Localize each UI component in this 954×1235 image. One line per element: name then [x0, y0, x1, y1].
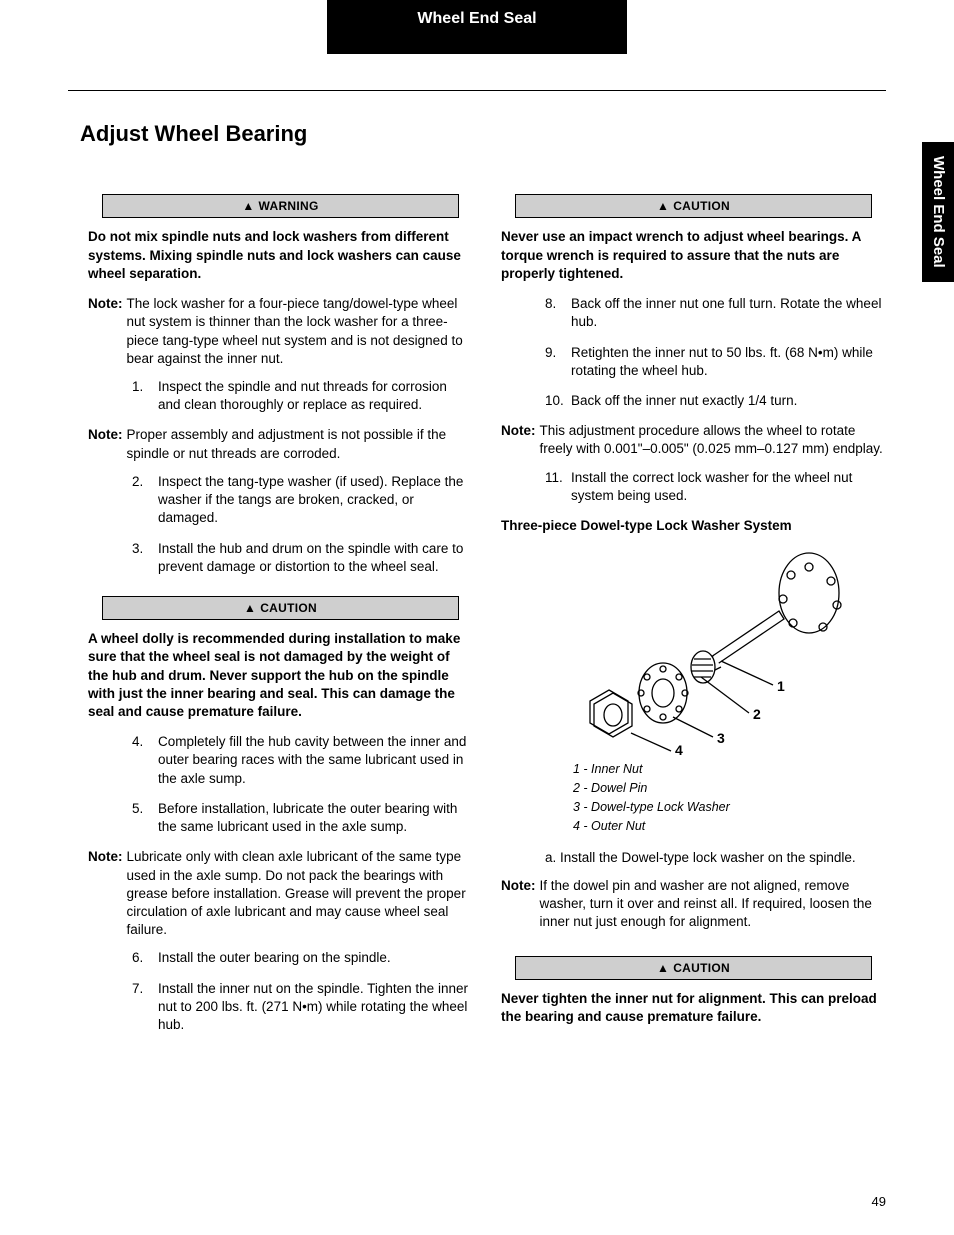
section-title: Adjust Wheel Bearing	[80, 119, 886, 149]
steps-2-3: 2.Inspect the tang-type washer (if used)…	[88, 473, 473, 576]
step-3: 3.Install the hub and drum on the spindl…	[88, 540, 473, 576]
diagram-legend: 1 - Inner Nut 2 - Dowel Pin 3 - Dowel-ty…	[573, 761, 886, 835]
step-num: 11.	[545, 469, 571, 505]
step-a-text: a. Install the Dowel-type lock washer on…	[545, 850, 856, 865]
diagram-svg: 1 2 3 4	[561, 545, 861, 755]
caution-icon: ▲	[244, 600, 256, 616]
caution-banner-left: ▲ CAUTION	[102, 596, 459, 620]
page-content: Adjust Wheel Bearing ▲ WARNING Do not mix…	[0, 91, 954, 1047]
legend-1: 1 - Inner Nut	[573, 761, 886, 778]
step-7-text: Install the inner nut on the spindle. Ti…	[158, 980, 473, 1035]
warning-label: WARNING	[259, 199, 319, 213]
side-tab-label: Wheel End Seal	[930, 156, 947, 268]
warning-text: Do not mix spindle nuts and lock washers…	[88, 228, 473, 283]
step-11-text: Install the correct lock washer for the …	[571, 469, 886, 505]
step-num: 2.	[132, 473, 158, 528]
step-10: 10.Back off the inner nut exactly 1/4 tu…	[501, 392, 886, 410]
note-3: Note: Lubricate only with clean axle lub…	[88, 848, 473, 939]
step-num: 9.	[545, 344, 571, 380]
steps-6-7: 6.Install the outer bearing on the spind…	[88, 949, 473, 1034]
caution-icon: ▲	[657, 960, 669, 976]
diagram-label-3: 3	[717, 730, 725, 746]
legend-2: 2 - Dowel Pin	[573, 780, 886, 797]
caution1-text: Never use an impact wrench to adjust whe…	[501, 228, 886, 283]
step-6-text: Install the outer bearing on the spindle…	[158, 949, 473, 967]
step-4: 4.Completely fill the hub cavity between…	[88, 733, 473, 788]
step-2-text: Inspect the tang-type washer (if used). …	[158, 473, 473, 528]
page-number: 49	[872, 1193, 886, 1211]
note-2-body: Proper assembly and adjustment is not po…	[127, 426, 474, 462]
caution-icon: ▲	[657, 198, 669, 214]
step-num: 8.	[545, 295, 571, 331]
step-4-text: Completely fill the hub cavity between t…	[158, 733, 473, 788]
step-num: 4.	[132, 733, 158, 788]
note-1-body: The lock washer for a four-piece tang/do…	[127, 295, 474, 368]
step-a: a. Install the Dowel-type lock washer on…	[545, 849, 886, 867]
note-label: Note:	[88, 848, 123, 939]
step-1: 1.Inspect the spindle and nut threads fo…	[88, 378, 473, 414]
diagram-label-2: 2	[753, 706, 761, 722]
step-7: 7.Install the inner nut on the spindle. …	[88, 980, 473, 1035]
caution-banner-right-1: ▲ CAUTION	[515, 194, 872, 218]
diagram-label-4: 4	[675, 742, 683, 755]
note-2: Note: Proper assembly and adjustment is …	[88, 426, 473, 462]
note-5: Note: If the dowel pin and washer are no…	[501, 877, 886, 932]
steps-4-5: 4.Completely fill the hub cavity between…	[88, 733, 473, 836]
caution-banner-right-2: ▲ CAUTION	[515, 956, 872, 980]
caution2-text: Never tighten the inner nut for alignmen…	[501, 990, 886, 1026]
caution-label: CAUTION	[673, 199, 730, 213]
lock-washer-diagram: 1 2 3 4	[561, 545, 861, 755]
note-label: Note:	[501, 422, 536, 458]
header-title: Wheel End Seal	[417, 10, 536, 27]
step-8: 8.Back off the inner nut one full turn. …	[501, 295, 886, 331]
step-11-item: 11.Install the correct lock washer for t…	[501, 469, 886, 505]
step-num: 10.	[545, 392, 571, 410]
caution-label: CAUTION	[260, 601, 317, 615]
note-4: Note: This adjustment procedure allows t…	[501, 422, 886, 458]
left-column: ▲ WARNING Do not mix spindle nuts and loc…	[88, 186, 473, 1046]
legend-4: 4 - Outer Nut	[573, 818, 886, 835]
legend-3: 3 - Dowel-type Lock Washer	[573, 799, 886, 816]
steps-8-10: 8.Back off the inner nut one full turn. …	[501, 295, 886, 410]
step-5: 5.Before installation, lubricate the out…	[88, 800, 473, 836]
caution-text-left: A wheel dolly is recommended during inst…	[88, 630, 473, 721]
step-1-text: Inspect the spindle and nut threads for …	[158, 378, 473, 414]
subheading: Three-piece Dowel-type Lock Washer Syste…	[501, 517, 886, 535]
right-column: ▲ CAUTION Never use an impact wrench to a…	[501, 186, 886, 1046]
steps-1: 1.Inspect the spindle and nut threads fo…	[88, 378, 473, 414]
step-9-text: Retighten the inner nut to 50 lbs. ft. (…	[571, 344, 886, 380]
step-8-text: Back off the inner nut one full turn. Ro…	[571, 295, 886, 331]
step-3-text: Install the hub and drum on the spindle …	[158, 540, 473, 576]
step-num: 5.	[132, 800, 158, 836]
note-label: Note:	[88, 426, 123, 462]
step-num: 1.	[132, 378, 158, 414]
columns: ▲ WARNING Do not mix spindle nuts and loc…	[88, 186, 886, 1046]
step-num: 7.	[132, 980, 158, 1035]
note-3-body: Lubricate only with clean axle lubricant…	[127, 848, 474, 939]
step-num: 6.	[132, 949, 158, 967]
note-label: Note:	[88, 295, 123, 368]
note-4-body: This adjustment procedure allows the whe…	[540, 422, 887, 458]
step-10-text: Back off the inner nut exactly 1/4 turn.	[571, 392, 886, 410]
caution-label: CAUTION	[673, 961, 730, 975]
note-label: Note:	[501, 877, 536, 932]
warning-banner: ▲ WARNING	[102, 194, 459, 218]
note-1: Note: The lock washer for a four-piece t…	[88, 295, 473, 368]
step-num: 3.	[132, 540, 158, 576]
header-band: Wheel End Seal	[327, 0, 627, 54]
diagram-label-1: 1	[777, 678, 785, 694]
step-2: 2.Inspect the tang-type washer (if used)…	[88, 473, 473, 528]
note-5-body: If the dowel pin and washer are not alig…	[540, 877, 887, 932]
step-9: 9.Retighten the inner nut to 50 lbs. ft.…	[501, 344, 886, 380]
step-5-text: Before installation, lubricate the outer…	[158, 800, 473, 836]
step-11: 11.Install the correct lock washer for t…	[501, 469, 886, 505]
side-tab: Wheel End Seal	[922, 142, 954, 282]
step-6: 6.Install the outer bearing on the spind…	[88, 949, 473, 967]
warning-icon: ▲	[242, 198, 254, 214]
